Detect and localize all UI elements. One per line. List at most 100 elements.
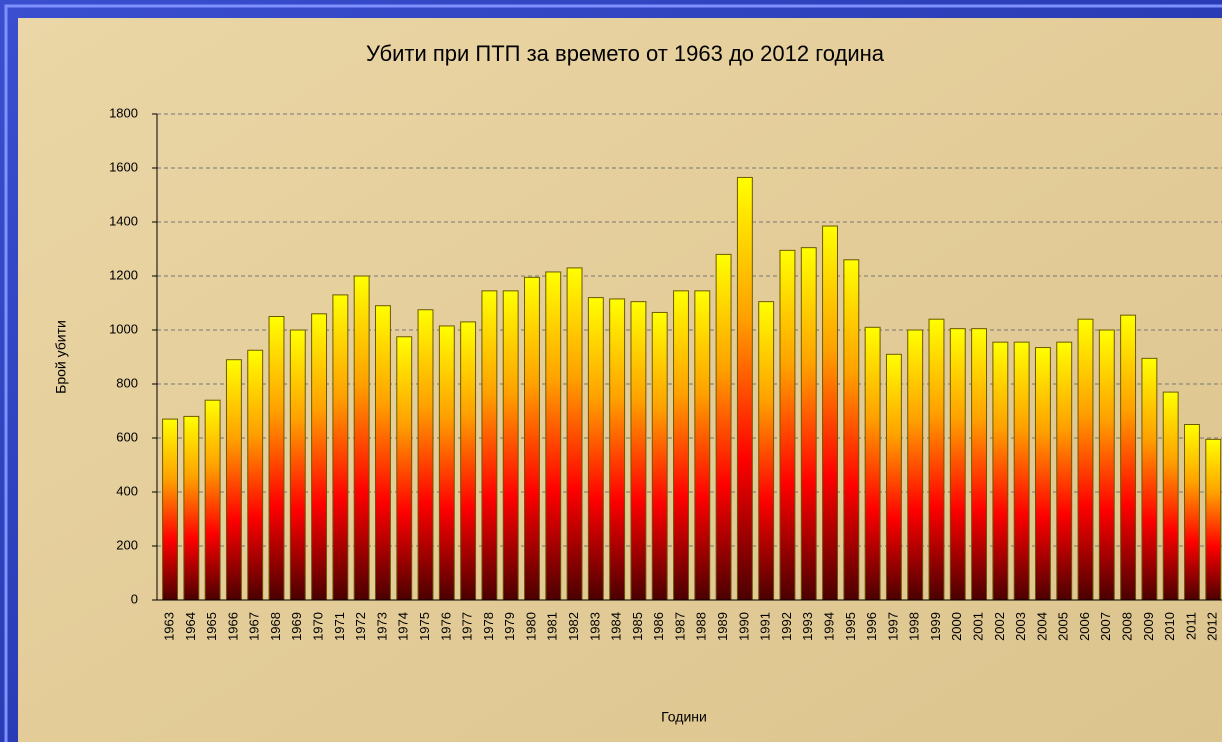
bar xyxy=(694,290,711,601)
x-tick-label: 1974 xyxy=(396,612,411,641)
y-tick-label: 1000 xyxy=(109,321,138,336)
bar xyxy=(1141,357,1158,601)
x-tick-label: 1969 xyxy=(289,612,304,641)
bar xyxy=(332,294,349,601)
bar xyxy=(524,276,540,601)
x-tick-label: 1984 xyxy=(609,612,624,641)
x-tick-label: 1972 xyxy=(353,612,368,641)
bar xyxy=(396,336,413,601)
x-tick-label: 1991 xyxy=(758,612,773,641)
x-tick-label: 2012 xyxy=(1205,612,1220,641)
bar xyxy=(374,305,391,601)
bar xyxy=(481,290,498,601)
bar xyxy=(1077,318,1094,601)
bar xyxy=(1120,314,1137,601)
x-tick-label: 2002 xyxy=(992,612,1007,641)
x-tick-label: 1998 xyxy=(907,612,922,641)
bar xyxy=(885,353,902,601)
bar xyxy=(949,328,966,601)
x-tick-label: 1971 xyxy=(332,612,347,641)
x-tick-label: 1987 xyxy=(672,612,687,641)
bar xyxy=(311,313,328,601)
bar xyxy=(843,259,860,601)
bar xyxy=(609,298,626,601)
bar xyxy=(162,418,178,601)
y-tick-label: 1400 xyxy=(109,213,138,228)
bar xyxy=(800,247,817,601)
x-tick-label: 1997 xyxy=(885,612,900,641)
y-tick-label: 600 xyxy=(116,429,138,444)
x-tick-label: 1981 xyxy=(545,612,560,641)
x-tick-label: 1976 xyxy=(438,612,453,641)
x-tick-label: 2006 xyxy=(1077,612,1092,641)
y-tick-label: 1200 xyxy=(109,267,138,282)
x-tick-label: 1979 xyxy=(502,612,517,641)
bar xyxy=(225,359,242,601)
bar xyxy=(736,176,753,601)
x-tick-label: 1995 xyxy=(843,612,858,641)
bar xyxy=(651,311,668,601)
bar xyxy=(545,271,562,601)
chart-title: Убити при ПТП за времето от 1963 до 2012… xyxy=(366,41,885,66)
bar xyxy=(928,318,945,601)
bar xyxy=(460,321,477,601)
bar xyxy=(992,341,1009,601)
bar xyxy=(1098,329,1115,601)
bar xyxy=(353,275,370,601)
x-tick-label: 1980 xyxy=(523,612,538,641)
bar xyxy=(715,253,732,601)
x-tick-label: 1965 xyxy=(204,612,219,641)
bar xyxy=(1034,347,1051,601)
x-tick-label: 1983 xyxy=(587,612,602,641)
x-tick-label: 1978 xyxy=(481,612,496,641)
bar xyxy=(822,225,838,601)
bar xyxy=(971,328,988,601)
x-tick-label: 2007 xyxy=(1098,612,1113,641)
x-tick-label: 2010 xyxy=(1162,612,1177,641)
bar xyxy=(907,329,924,601)
x-tick-label: 2003 xyxy=(1013,612,1028,641)
x-tick-label: 1988 xyxy=(694,612,709,641)
x-tick-label: 1999 xyxy=(928,612,943,641)
bar xyxy=(673,290,689,601)
bar xyxy=(502,290,519,601)
bar xyxy=(1162,391,1179,601)
x-tick-label: 1985 xyxy=(630,612,645,641)
x-tick-label: 1967 xyxy=(247,612,262,641)
y-tick-label: 1600 xyxy=(109,159,138,174)
x-tick-label: 1964 xyxy=(183,612,198,641)
bar xyxy=(566,267,583,601)
x-tick-label: 1973 xyxy=(374,612,389,641)
bar xyxy=(630,301,647,601)
bar xyxy=(758,301,775,601)
bar xyxy=(204,399,221,601)
x-tick-label: 2009 xyxy=(1141,612,1156,641)
x-tick-label: 1994 xyxy=(821,612,836,641)
x-axis-label: Години xyxy=(661,709,707,725)
y-tick-label: 800 xyxy=(116,375,138,390)
x-tick-label: 1992 xyxy=(779,612,794,641)
y-axis-label: Брой убити xyxy=(53,320,69,394)
bar xyxy=(864,326,881,601)
x-tick-label: 1970 xyxy=(311,612,326,641)
x-tick-label: 1975 xyxy=(417,612,432,641)
x-tick-label: 1968 xyxy=(268,612,283,641)
frame-bevel xyxy=(4,4,1222,742)
x-tick-label: 1977 xyxy=(460,612,475,641)
bar xyxy=(1205,438,1222,601)
bar xyxy=(1013,341,1030,601)
x-tick-label: 2004 xyxy=(1034,612,1049,641)
bar xyxy=(1184,424,1200,601)
x-tick-label: 2008 xyxy=(1120,612,1135,641)
x-tick-label: 2005 xyxy=(1056,612,1071,641)
bar xyxy=(417,309,434,601)
x-tick-label: 1982 xyxy=(566,612,581,641)
bar xyxy=(1056,341,1073,601)
bar xyxy=(247,349,264,601)
x-tick-label: 1989 xyxy=(715,612,730,641)
x-tick-label: 1993 xyxy=(800,612,815,641)
x-tick-label: 1966 xyxy=(225,612,240,641)
bar xyxy=(438,325,455,601)
bar xyxy=(289,329,306,601)
